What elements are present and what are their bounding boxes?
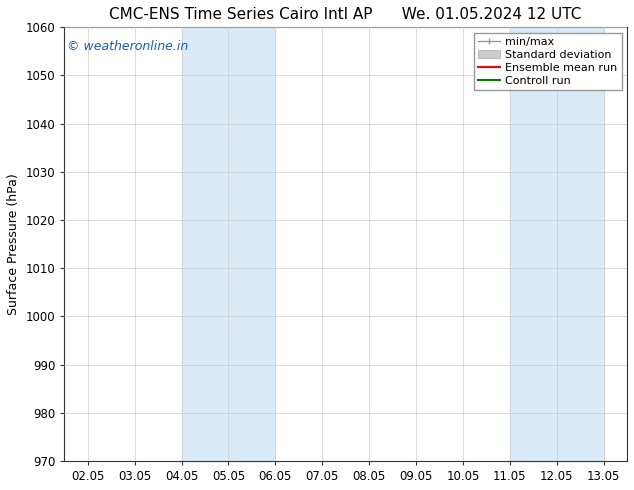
Y-axis label: Surface Pressure (hPa): Surface Pressure (hPa) [7,173,20,315]
Bar [510,27,604,461]
Text: © weatheronline.in: © weatheronline.in [67,40,188,53]
Title: CMC-ENS Time Series Cairo Intl AP      We. 01.05.2024 12 UTC: CMC-ENS Time Series Cairo Intl AP We. 01… [110,7,582,22]
Bar [181,27,275,461]
Legend: min/max, Standard deviation, Ensemble mean run, Controll run: min/max, Standard deviation, Ensemble me… [474,33,621,90]
